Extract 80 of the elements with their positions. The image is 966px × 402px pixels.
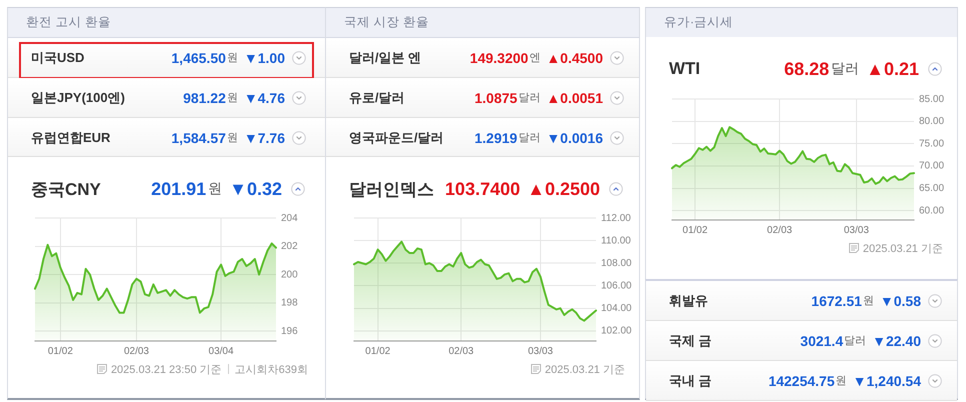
text: 미국USD — [31, 48, 84, 66]
text: 고시회차639회 — [234, 362, 308, 376]
x-tick-label: 01/02 — [48, 346, 74, 357]
y-tick-label: 75.00 — [919, 138, 944, 150]
y-tick-label: 108.00 — [601, 258, 632, 269]
y-tick-label: 85.00 — [919, 94, 944, 105]
text: 3021.4 — [800, 332, 844, 348]
text: 휘발유 — [669, 292, 708, 310]
text: 일본JPY(100엔) — [31, 88, 125, 106]
text: 환전 고시 환율 — [26, 14, 111, 31]
text: 원 — [208, 180, 222, 198]
text: 103.7400 — [445, 178, 520, 200]
x-tick-label: 03/03 — [844, 224, 870, 236]
text: 1.2919 — [474, 130, 518, 146]
x-tick-label: 01/02 — [365, 346, 391, 357]
text: 달러/일본 엔 — [349, 48, 422, 66]
text: 2025.03.21 기준 — [544, 362, 625, 376]
text: 달러 — [831, 60, 860, 78]
text: 원 — [226, 131, 238, 145]
text: 국내 금 — [669, 372, 712, 390]
text: WTI — [669, 59, 700, 79]
text: 1.0875 — [474, 90, 518, 106]
text: 달러 — [844, 334, 866, 348]
text: 유럽연합EUR — [31, 128, 110, 146]
text: 1672.51 — [811, 292, 862, 308]
y-tick-label: 60.00 — [919, 205, 944, 216]
text: 68.28 — [784, 58, 830, 80]
y-tick-label: 112.00 — [601, 212, 632, 224]
x-tick-label: 03/03 — [528, 346, 554, 357]
y-tick-label: 102.00 — [601, 326, 632, 337]
y-tick-label: 204 — [281, 212, 298, 224]
text: ▼0.0016 — [546, 130, 603, 146]
y-tick-label: 196 — [281, 326, 298, 337]
text: ▲0.4500 — [546, 50, 603, 66]
text: 유가·금시세 — [664, 14, 734, 31]
text: 국제 시장 환율 — [344, 14, 429, 31]
text: ▲0.0051 — [546, 90, 603, 106]
text: 원 — [836, 374, 847, 388]
text: ▲0.21 — [866, 58, 919, 80]
x-tick-label: 02/03 — [448, 346, 474, 357]
y-tick-label: 65.00 — [919, 183, 944, 194]
x-tick-label: 03/04 — [208, 346, 234, 357]
text: 원 — [862, 294, 874, 308]
text: 201.91 — [151, 178, 206, 200]
text: 달러인덱스 — [349, 178, 434, 200]
text: 중국CNY — [31, 178, 101, 200]
text: 2025.03.21 23:50 기준 — [110, 362, 222, 376]
text: ▼0.32 — [229, 178, 282, 200]
text: 1,465.50 — [171, 50, 226, 66]
text: 영국파운드/달러 — [349, 128, 444, 146]
y-tick-label: 198 — [281, 298, 298, 309]
text: 유로/달러 — [349, 88, 405, 106]
y-tick-label: 200 — [281, 269, 298, 280]
text: ▲0.2500 — [527, 178, 600, 200]
text: ▼22.40 — [872, 332, 921, 348]
text: ▼0.58 — [880, 292, 921, 308]
y-tick-label: 104.00 — [601, 303, 632, 314]
text: ▼7.76 — [244, 130, 285, 146]
text: 149.3200 — [470, 50, 528, 66]
y-tick-label: 80.00 — [919, 116, 944, 128]
x-tick-label: 02/03 — [767, 224, 793, 236]
text: 원 — [226, 51, 238, 65]
text: 1,584.57 — [171, 130, 226, 146]
text: 원 — [226, 91, 238, 105]
y-tick-label: 202 — [281, 241, 298, 252]
text: 2025.03.21 기준 — [862, 242, 943, 256]
y-tick-label: 70.00 — [919, 160, 944, 172]
text: 달러 — [518, 131, 540, 145]
text: 국제 금 — [669, 332, 712, 350]
text: ▼4.76 — [244, 90, 285, 106]
y-tick-label: 110.00 — [601, 235, 632, 246]
text: ▼1.00 — [244, 50, 285, 66]
x-tick-label: 01/02 — [682, 224, 708, 236]
y-tick-label: 106.00 — [601, 280, 632, 292]
text: ▼1,240.54 — [852, 372, 921, 388]
text: 981.22 — [183, 90, 226, 106]
text: 달러 — [518, 91, 540, 105]
text: 142254.75 — [768, 372, 835, 388]
x-tick-label: 02/03 — [124, 346, 150, 357]
text: 엔 — [529, 51, 540, 65]
